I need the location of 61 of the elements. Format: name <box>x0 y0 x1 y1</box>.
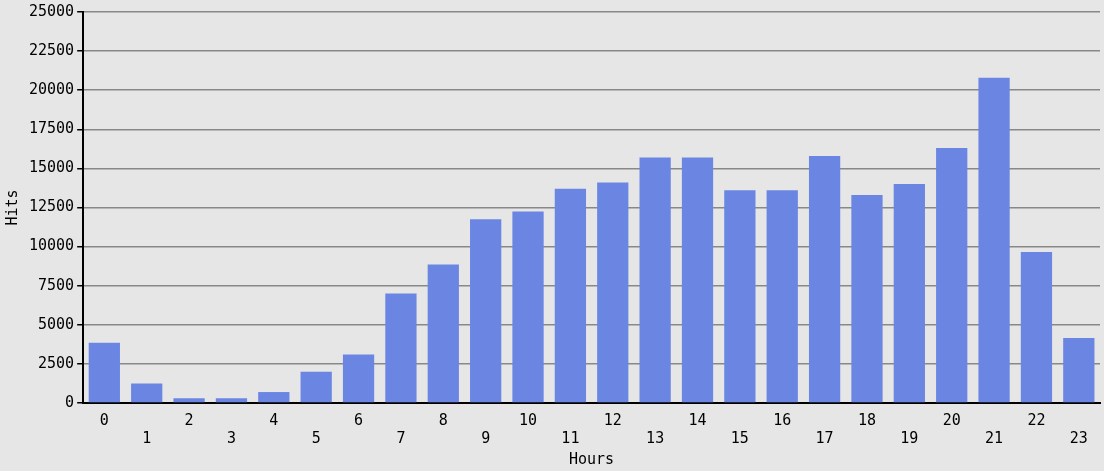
x-tick-label: 22 <box>1027 410 1046 429</box>
bar <box>88 342 120 403</box>
x-tick-label: 10 <box>518 410 538 429</box>
bar <box>300 371 332 403</box>
bar <box>131 383 163 403</box>
x-tick-label: 3 <box>226 428 236 447</box>
bar <box>554 188 587 403</box>
x-tick-label: 13 <box>646 428 665 447</box>
y-axis-title: Hits <box>2 189 21 226</box>
bar <box>173 398 205 403</box>
bar <box>1020 252 1053 403</box>
x-tick-label: 14 <box>688 410 707 429</box>
x-tick-label: 17 <box>815 428 834 447</box>
bar <box>639 157 671 403</box>
bar <box>215 398 248 403</box>
x-tick-label: 19 <box>900 428 919 447</box>
y-tick-label: 20000 <box>29 80 75 99</box>
bar <box>597 182 629 403</box>
x-tick-label: 4 <box>269 410 279 429</box>
bar <box>342 354 375 403</box>
y-tick-label: 22500 <box>29 40 75 59</box>
bar <box>893 184 925 403</box>
x-tick-label: 15 <box>730 428 749 447</box>
y-tick-label: 7500 <box>38 275 75 294</box>
x-tick-label: 11 <box>561 428 580 447</box>
y-tick-label: 17500 <box>29 119 75 138</box>
x-tick-label: 16 <box>773 410 792 429</box>
x-tick-label: 5 <box>311 428 321 447</box>
bar <box>808 155 841 403</box>
x-tick-label: 6 <box>354 410 364 429</box>
x-tick-label: 20 <box>942 410 961 429</box>
y-tick-label: 25000 <box>29 1 75 20</box>
x-tick-label: 2 <box>184 410 194 429</box>
x-tick-label: 9 <box>481 428 491 447</box>
bar <box>724 190 756 403</box>
y-tick-label: 0 <box>65 392 75 411</box>
bar <box>851 194 883 403</box>
x-tick-label: 12 <box>603 410 622 429</box>
x-tick-label: 1 <box>142 428 152 447</box>
y-tick-label: 10000 <box>29 236 75 255</box>
x-tick-label: 0 <box>99 410 109 429</box>
x-tick-label: 21 <box>985 428 1004 447</box>
y-tick-label: 5000 <box>38 314 75 333</box>
bar <box>766 190 798 403</box>
bar <box>385 293 417 403</box>
bar <box>978 77 1010 403</box>
x-axis-title: Hours <box>569 449 615 468</box>
y-tick-label: 2500 <box>38 353 75 372</box>
bar <box>936 148 968 403</box>
y-tick-label: 12500 <box>29 197 75 216</box>
bar <box>681 157 714 403</box>
x-tick-label: 8 <box>438 410 448 429</box>
x-tick-label: 23 <box>1069 428 1088 447</box>
bar <box>512 211 544 403</box>
x-tick-label: 7 <box>396 428 406 447</box>
bar <box>258 392 290 403</box>
bar <box>427 264 459 403</box>
bar <box>1063 338 1095 403</box>
bar <box>470 219 502 403</box>
y-tick-label: 15000 <box>29 158 75 177</box>
x-tick-label: 18 <box>857 410 876 429</box>
